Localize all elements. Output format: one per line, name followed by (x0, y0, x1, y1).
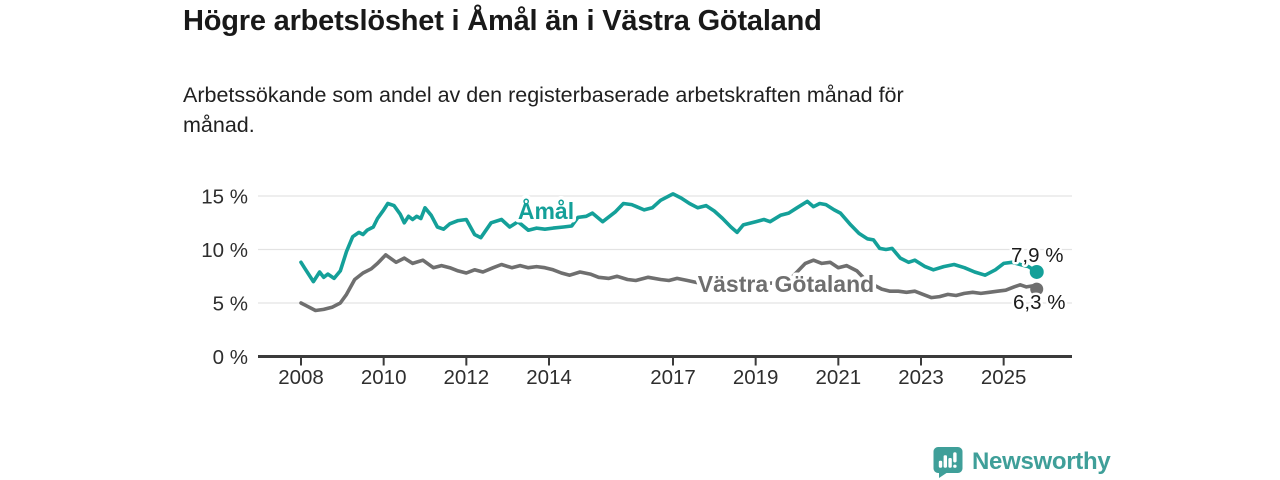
x-tick-label: 2025 (981, 366, 1027, 389)
x-tick-label: 2019 (733, 366, 779, 389)
end-value-label-amal: 7,9 % (1011, 244, 1063, 267)
x-tick-label: 2021 (816, 366, 862, 389)
x-tick-label: 2014 (526, 366, 572, 389)
y-tick-label: 0 % (213, 346, 248, 369)
newsworthy-logo: Newsworthy (933, 446, 1111, 478)
y-tick-label: 15 % (201, 186, 248, 209)
series-line-vastra-gotaland (299, 253, 1039, 313)
series-label-vastra-gotaland: Västra Götaland (698, 271, 874, 297)
newsworthy-wordmark: Newsworthy (972, 448, 1111, 475)
chart-subtitle-line-1: Arbetssökande som andel av den registerb… (183, 83, 904, 107)
bar-chart-glyph (938, 452, 957, 468)
x-tick-label: 2010 (361, 366, 407, 389)
x-tick-label: 2008 (278, 366, 324, 389)
chart-subtitle: Arbetssökande som andel av den registerb… (183, 80, 1083, 140)
newsworthy-logo-icon (933, 447, 963, 478)
series-label-amal: Åmål (518, 197, 574, 224)
y-tick-label: 10 % (201, 239, 248, 262)
x-tick-label: 2023 (898, 366, 944, 389)
end-value-label-vastra-gotaland: 6,3 % (1013, 291, 1065, 314)
y-tick-label: 5 % (213, 293, 248, 316)
chart-subtitle-line-2: månad. (183, 113, 255, 137)
end-dot-vastra-gotaland (1030, 282, 1044, 296)
exclamation-bar (953, 452, 957, 463)
series-line-amal (299, 192, 1039, 284)
x-tick-label: 2017 (650, 366, 696, 389)
exclamation-dot (953, 464, 957, 468)
x-tick-label: 2012 (444, 366, 490, 389)
end-dot-amal (1029, 264, 1044, 279)
chart-title: Högre arbetslöshet i Åmål än i Västra Gö… (183, 5, 822, 37)
